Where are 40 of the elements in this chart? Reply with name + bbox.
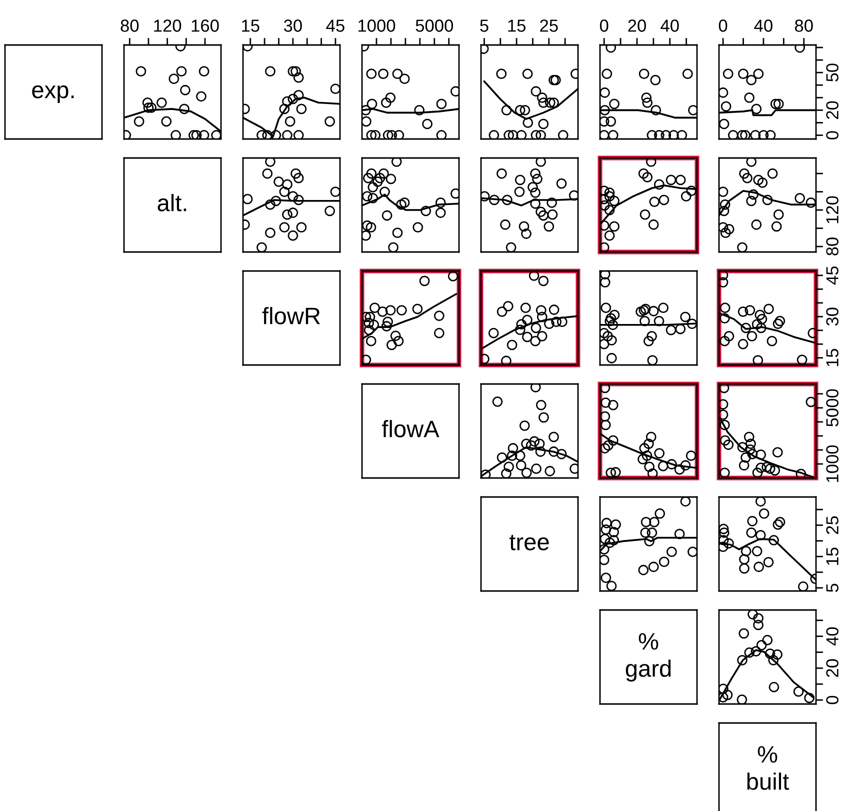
x-tick-label: 20 [628,20,646,32]
x-tick-label: 120 [154,20,182,32]
text: exp. [32,85,74,104]
x-tick-label: 0 [600,20,608,32]
text: % gard [626,633,671,682]
x-tick-label: 1000 [358,20,396,32]
text: tree [510,534,549,550]
x-tick-label: 160 [192,20,219,32]
y-tick-label: 20 [826,101,838,119]
y-tick-label: 50 [826,64,838,82]
y-tick-label: 25 [826,516,838,534]
y-tick-label: 5 [826,584,838,592]
y-tick-label: 1000 [826,445,838,482]
x-tick-label: 25 [540,20,558,32]
x-tick-label: 15 [242,20,260,32]
y-tick-label: 5000 [826,389,838,426]
text: flowA [382,420,440,438]
text: flowR [262,306,320,324]
x-tick-label: 15 [508,20,526,32]
y-tick-label: 40 [826,627,838,646]
y-tick-label: 20 [826,659,838,677]
y-tick-label: 120 [826,196,838,224]
y-tick-label: 15 [826,548,838,565]
x-tick-label: 5000 [416,20,454,32]
y-tick-label: 15 [826,348,838,366]
y-tick-label: 45 [826,266,838,285]
y-tick-label: 0 [826,696,838,704]
x-tick-label: 30 [284,20,302,32]
text: alt. [158,194,186,212]
y-tick-label: 80 [826,238,838,256]
y-tick-label: 0 [826,131,838,140]
text: % built [747,746,789,790]
x-tick-label: 40 [754,20,772,32]
x-tick-label: 80 [120,20,139,32]
x-tick-label: 5 [480,20,488,32]
x-tick-label: 40 [660,20,679,32]
x-tick-label: 80 [794,20,813,32]
x-tick-label: 0 [718,20,728,32]
y-tick-label: 30 [826,308,838,326]
x-tick-label: 45 [326,20,344,32]
